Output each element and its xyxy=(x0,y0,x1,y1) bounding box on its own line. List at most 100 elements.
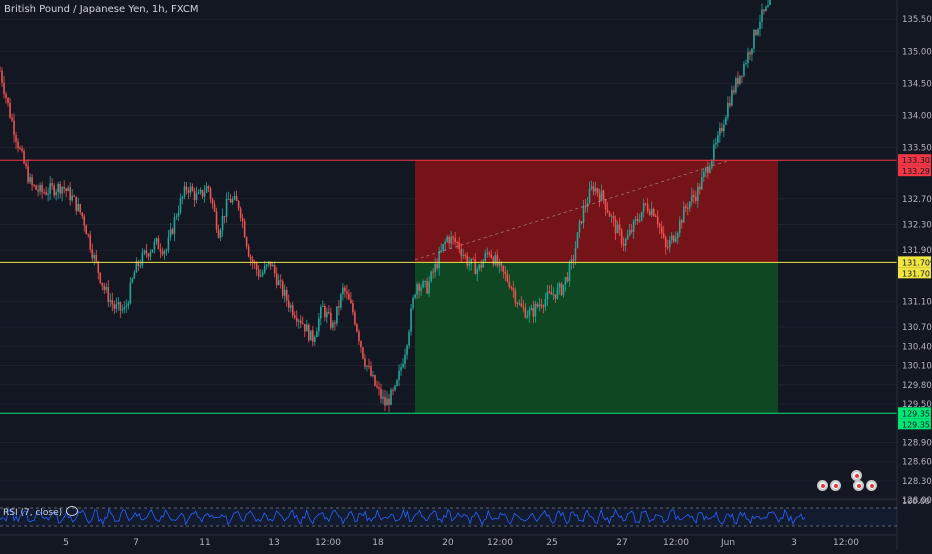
last-price-tag[interactable] xyxy=(898,165,931,177)
candle-body xyxy=(470,258,473,264)
candle-body xyxy=(701,176,703,190)
price-tick-label: 133.500 xyxy=(902,143,932,153)
dividend-marker-icon[interactable] xyxy=(853,480,864,491)
time-tick-label: 13 xyxy=(268,538,279,548)
price-level-tag[interactable] xyxy=(898,154,931,166)
rsi-label-text: RSI (7, close) xyxy=(3,508,63,518)
time-tick-label: 20 xyxy=(442,538,454,548)
last-price-tag[interactable] xyxy=(898,418,931,430)
rsi-indicator-label[interactable]: RSI (7, close) xyxy=(3,505,79,518)
take-profit-zone[interactable] xyxy=(415,262,778,414)
candle-body xyxy=(265,264,268,267)
candle-body xyxy=(257,269,260,277)
candle-body xyxy=(19,148,21,150)
candle-body xyxy=(382,396,384,399)
candle-body xyxy=(420,287,422,291)
candle-body xyxy=(574,248,577,261)
candle-body xyxy=(514,290,517,303)
candle-body xyxy=(494,255,497,265)
candle-body xyxy=(241,217,244,222)
candle-body xyxy=(1,70,3,83)
candle-body xyxy=(634,219,637,221)
candle-body xyxy=(115,304,118,309)
candle-body xyxy=(765,6,767,12)
price-level-tag[interactable] xyxy=(898,256,931,268)
candle-body xyxy=(705,167,707,172)
price-level-label: 133.302 xyxy=(902,156,932,165)
symbol-title[interactable]: British Pound / Japanese Yen, 1h, FXCM xyxy=(4,4,199,15)
stop-loss-zone[interactable] xyxy=(415,160,778,263)
candle-body xyxy=(444,241,446,245)
candle-body xyxy=(564,276,567,285)
candle-body xyxy=(209,188,212,200)
candle-body xyxy=(83,216,86,226)
candle-body xyxy=(332,322,334,328)
candle-body xyxy=(35,185,37,190)
candle-body xyxy=(534,303,537,317)
eye-icon[interactable] xyxy=(66,506,79,516)
candle-body xyxy=(761,9,763,22)
candle-body xyxy=(727,102,729,118)
candle-body xyxy=(612,216,615,220)
candle-body xyxy=(153,241,156,250)
candle-body xyxy=(486,252,489,254)
candle-body xyxy=(7,97,9,103)
candle-body xyxy=(454,238,456,242)
candle-body xyxy=(249,256,252,260)
time-tick-label: 7 xyxy=(133,538,139,548)
time-tick-label: 12:00 xyxy=(487,538,513,548)
candle-body xyxy=(87,234,90,236)
candle-body xyxy=(690,195,693,202)
candle-body xyxy=(686,207,689,209)
candle-body xyxy=(59,183,61,194)
candle-body xyxy=(568,263,571,282)
candle-body xyxy=(105,286,108,290)
candle-body xyxy=(430,271,432,282)
candle-body xyxy=(119,302,122,311)
candle-body xyxy=(117,302,120,305)
candle-body xyxy=(346,291,348,294)
price-level-tag[interactable] xyxy=(898,407,931,419)
candle-body xyxy=(532,308,535,317)
candle-body xyxy=(237,200,240,209)
price-level-label: 129.355 xyxy=(902,409,932,418)
candle-body xyxy=(225,199,228,217)
candle-body xyxy=(530,308,533,311)
price-tick-label: 130.700 xyxy=(902,323,932,333)
candle-body xyxy=(171,229,174,234)
candle-body xyxy=(277,280,280,285)
candle-body xyxy=(125,305,128,308)
candle-body xyxy=(39,185,41,192)
candle-body xyxy=(562,284,565,295)
candle-body xyxy=(47,193,49,195)
candle-body xyxy=(247,246,250,257)
candle-body xyxy=(25,163,27,167)
candle-body xyxy=(650,208,653,215)
candle-body xyxy=(709,167,711,173)
candle-body xyxy=(632,220,635,232)
candle-body xyxy=(656,216,659,225)
candle-body xyxy=(27,166,29,183)
candle-body xyxy=(101,282,104,286)
split-marker-icon[interactable] xyxy=(866,480,877,491)
last-price-tag[interactable] xyxy=(898,267,931,279)
candle-body xyxy=(149,252,152,257)
split-marker-icon[interactable] xyxy=(830,480,841,491)
candle-body xyxy=(219,230,222,238)
candle-body xyxy=(472,258,475,260)
candle-body xyxy=(324,305,326,318)
dividend-marker-icon[interactable] xyxy=(817,480,828,491)
candle-body xyxy=(89,234,92,250)
candle-body xyxy=(755,29,757,35)
price-tick-label: 130.100 xyxy=(902,362,932,372)
candle-body xyxy=(588,188,591,204)
candle-body xyxy=(452,236,454,239)
candle-body xyxy=(604,199,607,210)
candle-body xyxy=(759,21,761,30)
candle-body xyxy=(95,254,98,262)
candle-body xyxy=(432,271,434,273)
candle-body xyxy=(646,204,649,212)
candle-body xyxy=(725,117,727,125)
